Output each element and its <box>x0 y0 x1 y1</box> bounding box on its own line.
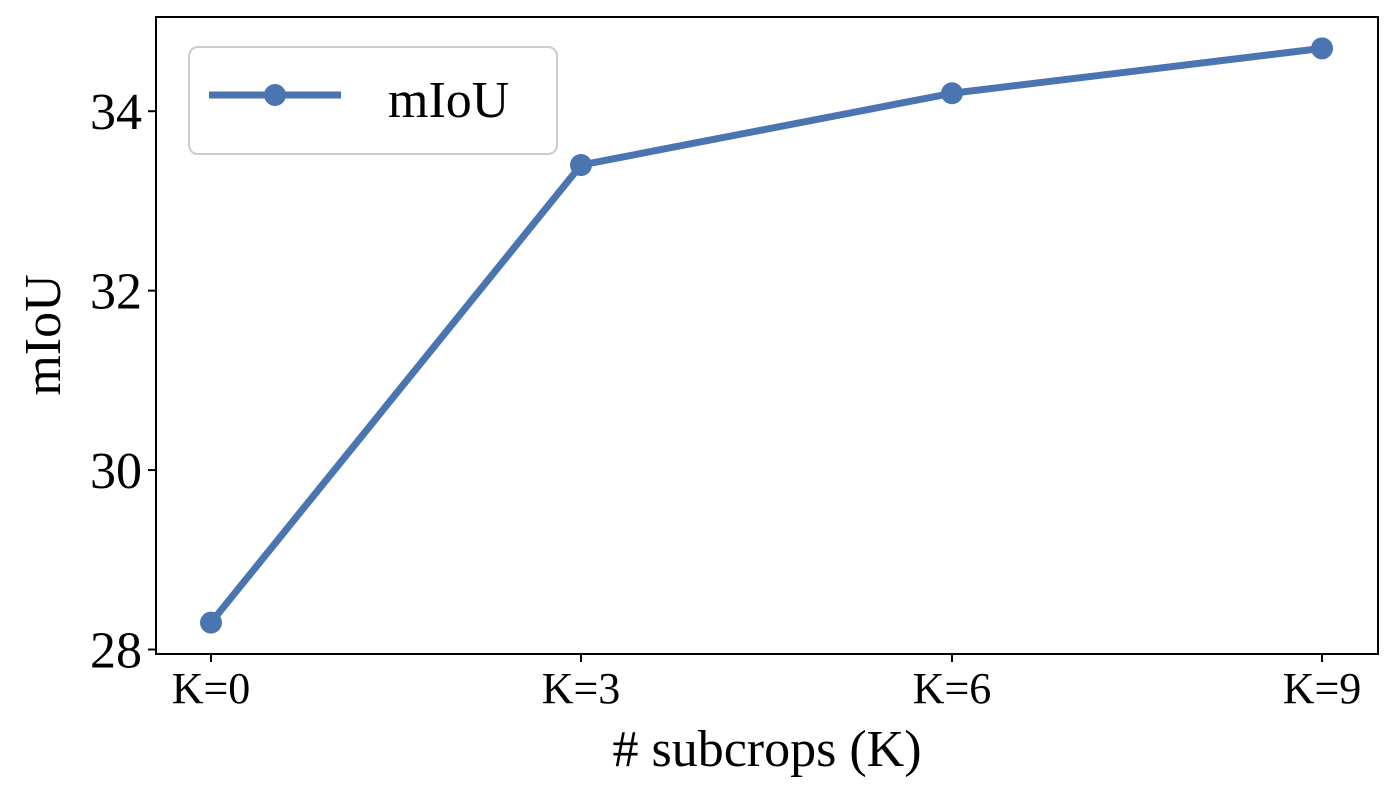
data-point <box>941 82 963 105</box>
series-layer <box>200 37 1333 634</box>
x-tick-label: K=9 <box>1283 664 1362 713</box>
y-tick-label: 34 <box>90 84 142 141</box>
data-point <box>1311 37 1333 60</box>
series-line <box>207 44 1326 627</box>
plot-frame <box>155 16 1379 655</box>
y-axis-title: mIoU <box>15 274 72 395</box>
legend-box <box>188 46 558 155</box>
x-axis-title: # subcrops (K) <box>612 721 921 778</box>
legend: mIoU <box>188 46 558 155</box>
y-tick-label: 28 <box>90 623 142 680</box>
y-tick-label: 32 <box>90 264 142 321</box>
y-tick-label: 30 <box>90 443 142 500</box>
legend-marker-swatch <box>264 84 286 106</box>
data-point <box>200 611 222 634</box>
data-point <box>570 154 592 177</box>
x-tick-label: K=0 <box>172 664 251 713</box>
x-tick-label: K=6 <box>913 664 992 713</box>
y-axis: 28 30 32 34 <box>90 84 156 680</box>
legend-label: mIoU <box>388 72 509 129</box>
x-tick-label: K=3 <box>542 664 621 713</box>
x-axis: K=0 K=3 K=6 K=9 <box>172 654 1362 713</box>
